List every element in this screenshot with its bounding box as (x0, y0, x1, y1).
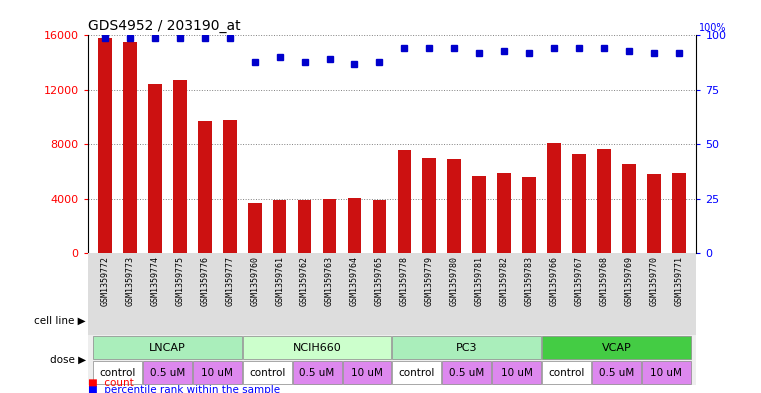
Text: 10 uM: 10 uM (202, 368, 233, 378)
Text: GSM1359777: GSM1359777 (225, 256, 234, 306)
Bar (642, 361, 691, 384)
Text: GDS4952 / 203190_at: GDS4952 / 203190_at (88, 19, 240, 33)
Text: GSM1359769: GSM1359769 (625, 256, 633, 306)
Bar (397, 150, 411, 253)
Text: GSM1359766: GSM1359766 (549, 256, 559, 306)
Text: ■  percentile rank within the sample: ■ percentile rank within the sample (88, 385, 279, 393)
Bar (298, 200, 311, 253)
Bar (473, 176, 486, 253)
Bar (447, 160, 461, 253)
Text: control: control (249, 368, 285, 378)
Bar (572, 154, 586, 253)
Text: 10 uM: 10 uM (351, 368, 383, 378)
Text: NCIH660: NCIH660 (293, 343, 342, 353)
Text: GSM1359780: GSM1359780 (450, 256, 459, 306)
Bar (492, 361, 541, 384)
Text: LNCAP: LNCAP (149, 343, 186, 353)
Text: 0.5 uM: 0.5 uM (449, 368, 485, 378)
Bar (393, 361, 441, 384)
Text: 10 uM: 10 uM (651, 368, 683, 378)
Bar (498, 173, 511, 253)
Text: GSM1359774: GSM1359774 (151, 256, 159, 306)
Bar (442, 361, 491, 384)
Bar (98, 38, 112, 253)
Bar (193, 361, 242, 384)
Text: GSM1359760: GSM1359760 (250, 256, 260, 306)
Bar (93, 361, 142, 384)
Bar (542, 336, 691, 359)
Bar (393, 336, 541, 359)
Text: 0.5 uM: 0.5 uM (299, 368, 335, 378)
Bar (143, 361, 192, 384)
Text: PC3: PC3 (456, 343, 477, 353)
Text: GSM1359767: GSM1359767 (575, 256, 584, 306)
Text: GSM1359764: GSM1359764 (350, 256, 359, 306)
Bar (293, 361, 342, 384)
Text: GSM1359765: GSM1359765 (375, 256, 384, 306)
Bar (373, 200, 387, 253)
Text: GSM1359762: GSM1359762 (300, 256, 309, 306)
Bar (243, 336, 391, 359)
Text: GSM1359776: GSM1359776 (200, 256, 209, 306)
Text: 0.5 uM: 0.5 uM (150, 368, 185, 378)
Text: GSM1359778: GSM1359778 (400, 256, 409, 306)
Text: ■  count: ■ count (88, 378, 133, 388)
Bar (93, 336, 242, 359)
Bar (592, 361, 641, 384)
Text: GSM1359775: GSM1359775 (175, 256, 184, 306)
Text: GSM1359773: GSM1359773 (126, 256, 135, 306)
Text: GSM1359772: GSM1359772 (100, 256, 110, 306)
Text: GSM1359781: GSM1359781 (475, 256, 484, 306)
Text: control: control (549, 368, 584, 378)
Bar (272, 200, 286, 253)
Text: control: control (399, 368, 435, 378)
Text: GSM1359771: GSM1359771 (674, 256, 683, 306)
Bar (342, 361, 391, 384)
Bar (223, 120, 237, 253)
Bar (248, 203, 262, 253)
Text: GSM1359768: GSM1359768 (600, 256, 609, 306)
Bar (323, 199, 336, 253)
Bar (647, 174, 661, 253)
Text: 100%: 100% (699, 23, 727, 33)
Text: GSM1359761: GSM1359761 (275, 256, 284, 306)
Bar (542, 361, 591, 384)
Text: dose ▶: dose ▶ (50, 354, 86, 365)
Text: cell line ▶: cell line ▶ (34, 315, 86, 325)
Bar (422, 158, 436, 253)
Text: control: control (99, 368, 135, 378)
Bar (348, 198, 361, 253)
Bar (123, 42, 137, 253)
Bar (198, 121, 212, 253)
Bar (522, 177, 536, 253)
Bar (597, 149, 611, 253)
Text: 10 uM: 10 uM (501, 368, 533, 378)
Bar (672, 173, 686, 253)
Text: VCAP: VCAP (602, 343, 632, 353)
Bar (173, 80, 186, 253)
Text: GSM1359782: GSM1359782 (500, 256, 508, 306)
Bar (547, 143, 561, 253)
Bar (622, 163, 635, 253)
Bar (148, 84, 162, 253)
Text: 0.5 uM: 0.5 uM (599, 368, 634, 378)
Text: GSM1359770: GSM1359770 (649, 256, 658, 306)
Text: GSM1359783: GSM1359783 (524, 256, 533, 306)
Text: GSM1359763: GSM1359763 (325, 256, 334, 306)
Text: GSM1359779: GSM1359779 (425, 256, 434, 306)
Bar (243, 361, 291, 384)
